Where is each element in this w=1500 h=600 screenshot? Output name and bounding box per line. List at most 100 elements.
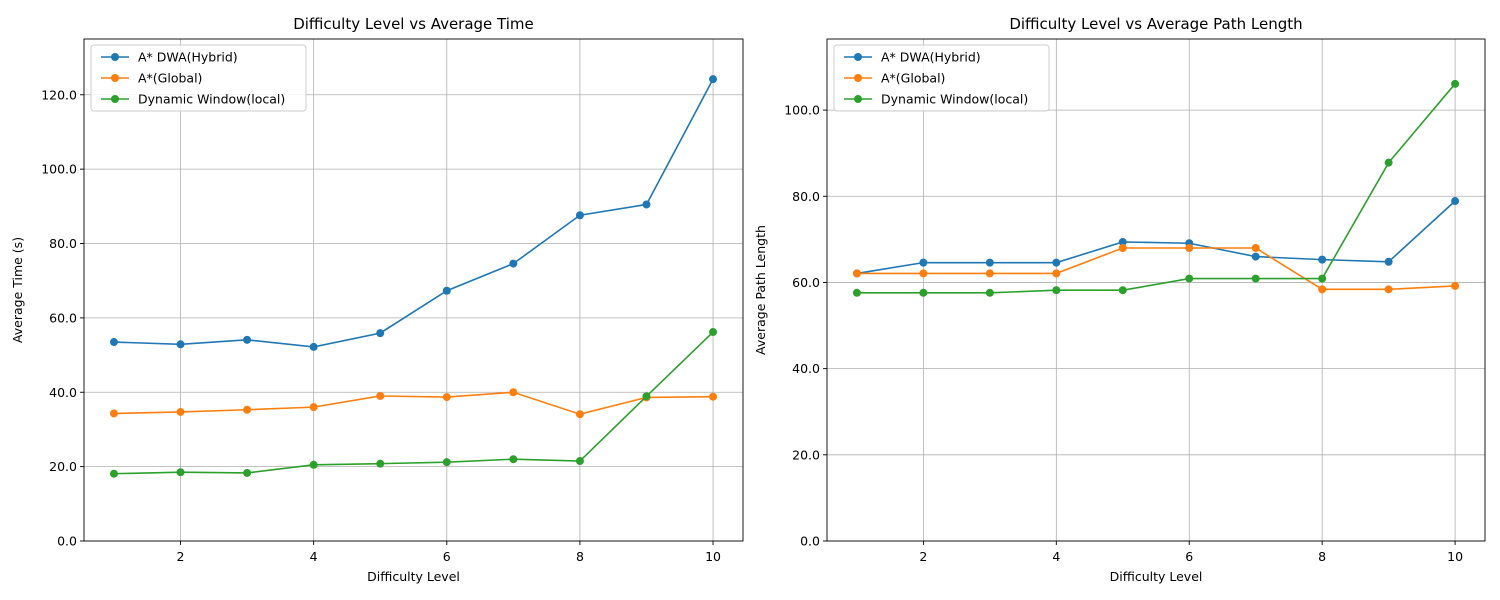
data-point xyxy=(919,288,928,297)
data-point xyxy=(1251,274,1260,283)
data-point xyxy=(1118,237,1127,246)
y-tick-label: 40.0 xyxy=(49,385,77,400)
data-point xyxy=(1384,158,1393,167)
data-point xyxy=(852,269,861,278)
data-point xyxy=(309,403,318,412)
axes-frame xyxy=(826,38,1486,542)
data-point xyxy=(243,468,252,477)
data-point xyxy=(1384,257,1393,266)
data-point xyxy=(709,328,718,337)
x-axis-label: Difficulty Level xyxy=(367,569,460,584)
data-point xyxy=(509,259,518,268)
data-point xyxy=(376,391,385,400)
y-axis-label: Average Path Length xyxy=(753,225,768,355)
data-point xyxy=(1451,197,1460,206)
data-point xyxy=(852,288,861,297)
data-point xyxy=(309,460,318,469)
legend-marker-1 xyxy=(111,53,119,61)
data-point xyxy=(1451,281,1460,290)
data-point xyxy=(442,458,451,467)
data-point xyxy=(376,459,385,468)
data-point xyxy=(1251,252,1260,261)
y-tick-label: 20.0 xyxy=(792,447,820,462)
data-point xyxy=(176,468,185,477)
x-tick-label: 10 xyxy=(1447,549,1463,564)
legend-label-1: A* DWA(Hybrid) xyxy=(881,50,981,65)
data-point xyxy=(176,340,185,349)
data-point xyxy=(709,75,718,84)
data-point xyxy=(1052,269,1061,278)
legend-box xyxy=(833,44,1050,112)
data-point xyxy=(509,455,518,464)
series-line-2 xyxy=(113,391,714,416)
data-point xyxy=(575,211,584,220)
data-point xyxy=(985,269,994,278)
y-tick-label: 100.0 xyxy=(41,162,77,177)
data-point xyxy=(1185,274,1194,283)
data-point xyxy=(985,258,994,267)
y-tick-label: 40.0 xyxy=(792,361,820,376)
y-tick-label: 0.0 xyxy=(800,534,820,549)
data-point xyxy=(642,200,651,209)
y-tick-label: 100.0 xyxy=(784,103,820,118)
x-tick-label: 8 xyxy=(1318,549,1326,564)
y-tick-label: 60.0 xyxy=(792,275,820,290)
x-tick-label: 6 xyxy=(443,549,451,564)
data-point xyxy=(109,469,118,478)
axes-frame xyxy=(83,38,744,542)
data-point xyxy=(509,388,518,397)
x-axis-label: Difficulty Level xyxy=(1110,569,1203,584)
data-point xyxy=(309,342,318,351)
data-point xyxy=(919,269,928,278)
legend-marker-3 xyxy=(854,95,862,103)
x-tick-label: 6 xyxy=(1185,549,1193,564)
data-point xyxy=(176,407,185,416)
series-line-3 xyxy=(113,331,714,475)
chart-average-path-length: 2 4 6 8 100.020.040.060.080.0100.0Difficulty… xyxy=(753,15,1486,584)
y-tick-label: 20.0 xyxy=(49,459,77,474)
data-point xyxy=(243,405,252,414)
legend-marker-2 xyxy=(111,74,119,82)
legend-marker-2 xyxy=(854,74,862,82)
data-point xyxy=(575,410,584,419)
y-tick-label: 80.0 xyxy=(49,236,77,251)
data-point xyxy=(985,288,994,297)
data-point xyxy=(1185,243,1194,252)
x-tick-label: 4 xyxy=(310,549,318,564)
data-point xyxy=(575,457,584,466)
data-point xyxy=(1118,286,1127,295)
data-point xyxy=(919,258,928,267)
y-tick-label: 120.0 xyxy=(41,87,77,102)
data-point xyxy=(109,409,118,418)
legend-label-3: Dynamic Window(local) xyxy=(138,92,285,107)
legend-marker-1 xyxy=(854,53,862,61)
chart-title: Difficulty Level vs Average Time xyxy=(293,15,534,33)
data-point xyxy=(1451,79,1460,88)
data-point xyxy=(1318,255,1327,264)
data-point xyxy=(442,393,451,402)
y-tick-label: 0.0 xyxy=(57,534,77,549)
data-point xyxy=(1251,243,1260,252)
data-point xyxy=(1052,286,1061,295)
y-tick-label: 80.0 xyxy=(792,189,820,204)
series-line-1 xyxy=(113,78,714,348)
legend-marker-3 xyxy=(111,95,119,103)
data-point xyxy=(243,335,252,344)
data-point xyxy=(1318,274,1327,283)
data-point xyxy=(642,392,651,401)
x-tick-label: 2 xyxy=(919,549,927,564)
x-tick-label: 10 xyxy=(705,549,721,564)
series-line-2 xyxy=(856,247,1456,291)
legend-label-2: A*(Global) xyxy=(138,71,202,86)
data-point xyxy=(1384,285,1393,294)
chart-average-time: 2 4 6 8 100.020.040.060.080.0100.0120.0Diffi… xyxy=(10,15,744,584)
chart-title: Difficulty Level vs Average Path Length xyxy=(1009,15,1302,33)
x-tick-label: 2 xyxy=(177,549,185,564)
series-line-1 xyxy=(856,200,1456,275)
data-point xyxy=(709,392,718,401)
data-point xyxy=(442,286,451,295)
x-tick-label: 8 xyxy=(576,549,584,564)
series-line-3 xyxy=(856,83,1456,294)
legend-label-1: A* DWA(Hybrid) xyxy=(138,50,238,65)
